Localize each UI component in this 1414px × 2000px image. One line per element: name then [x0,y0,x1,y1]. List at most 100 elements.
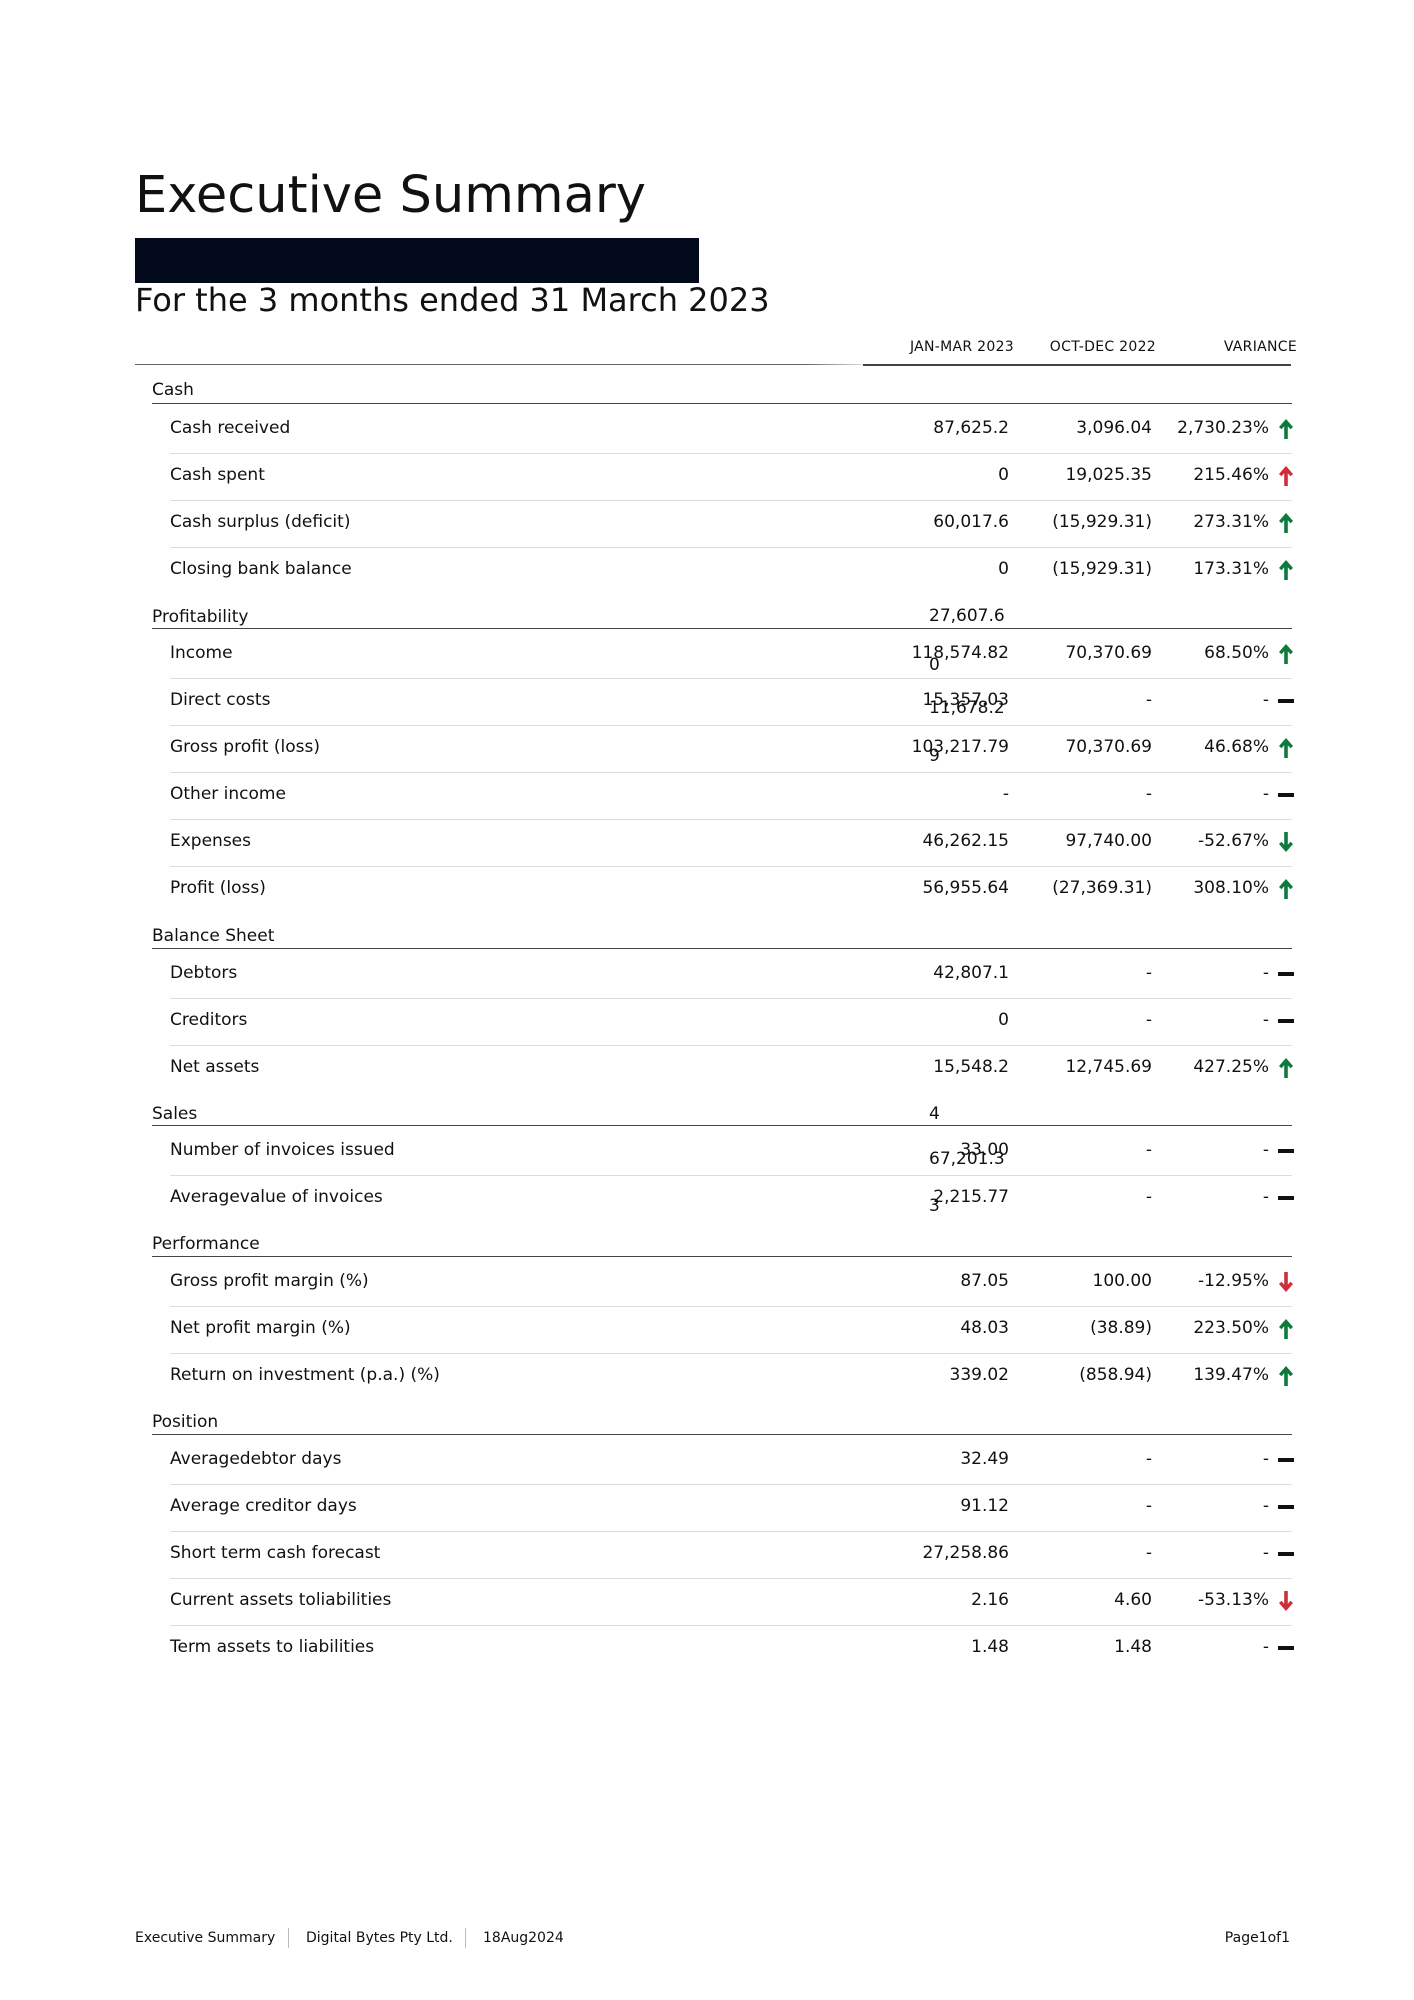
footer-divider [465,1928,466,1948]
value-variance: 427.25% [1193,1057,1269,1077]
value-previous: 4.60 [1114,1590,1152,1610]
value-current: 48.03 [960,1318,1009,1338]
row-label: Creditors [170,1010,248,1030]
value-variance: 173.31% [1193,559,1269,579]
row-divider [170,1484,1292,1485]
row-label: Other income [170,784,286,804]
footer-company: Digital Bytes Pty Ltd. [306,1930,453,1946]
row-label: Short term cash forecast [170,1543,381,1563]
value-current: 60,017.6 [933,512,1009,532]
row-label: Direct costs [170,690,271,710]
value-current: 2,215.77 [933,1187,1009,1207]
value-variance: 273.31% [1193,512,1269,532]
no-change-icon [1278,784,1294,806]
value-current: 0 [998,559,1009,579]
no-change-icon [1278,1187,1294,1209]
arrow-down-icon [1278,1271,1294,1293]
row-divider [170,772,1292,773]
row-label: Current assets toliabilities [170,1590,392,1610]
footer-date: 18Aug2024 [483,1930,564,1946]
value-current: 1.48 [971,1637,1009,1657]
footer-page-number: Page1of1 [1224,1930,1290,1946]
value-variance: 215.46% [1193,465,1269,485]
arrow-up-icon [1278,1318,1294,1340]
value-current: 46,262.15 [922,831,1009,851]
row-label: Return on investment (p.a.) (%) [170,1365,440,1385]
row-divider [170,500,1292,501]
section-title-balance: Balance Sheet [152,926,275,946]
row-divider [170,998,1292,999]
arrow-up-icon [1278,643,1294,665]
no-change-icon [1278,1140,1294,1162]
value-previous: (38.89) [1090,1318,1152,1338]
row-divider [170,1045,1292,1046]
no-change-icon [1278,963,1294,985]
value-previous: - [1145,1543,1152,1563]
value-variance: - [1262,1010,1269,1030]
value-variance: - [1262,1496,1269,1516]
value-previous: 97,740.00 [1065,831,1152,851]
value-current: - [1002,784,1009,804]
row-label: Cash spent [170,465,265,485]
arrow-up-icon [1278,559,1294,581]
value-current: 42,807.1 [933,963,1009,983]
value-variance: 2,730.23% [1177,418,1269,438]
value-current: 87,625.2 [933,418,1009,438]
value-current: 27,258.86 [922,1543,1009,1563]
row-label: Averagevalue of invoices [170,1187,383,1207]
value-current: 103,217.79 [911,737,1009,757]
overlay-value: 11,678.2 [929,698,1005,718]
company-name: Digital Bytes Pty Ltd. [139,243,433,276]
value-current: 91.12 [960,1496,1009,1516]
value-variance: 139.47% [1193,1365,1269,1385]
footer-report-name: Executive Summary [135,1930,276,1946]
value-variance: -53.13% [1198,1590,1269,1610]
row-label: Number of invoices issued [170,1140,395,1160]
row-label: Profit (loss) [170,878,266,898]
overlay-value: 27,607.6 [929,606,1005,626]
value-previous: (15,929.31) [1052,559,1152,579]
row-divider [170,1353,1292,1354]
value-current: 33.00 [960,1140,1009,1160]
section-divider [152,1125,1292,1126]
row-divider [170,819,1292,820]
value-previous: 100.00 [1092,1271,1152,1291]
value-previous: - [1145,1449,1152,1469]
overlay-value: 67,201.3 [929,1149,1005,1169]
value-current: 15,548.2 [933,1057,1009,1077]
value-variance: - [1262,1187,1269,1207]
row-divider [170,678,1292,679]
value-current: 2.16 [971,1590,1009,1610]
row-label: Net assets [170,1057,260,1077]
section-title-profitability: Profitability [152,607,249,627]
no-change-icon [1278,1449,1294,1471]
header-divider-columns [863,364,1291,366]
row-label: Debtors [170,963,238,983]
column-header-previous: OCT-DEC 2022 [1049,339,1156,355]
arrow-up-icon [1278,1057,1294,1079]
section-divider [152,948,1292,949]
row-divider [170,866,1292,867]
row-divider [170,547,1292,548]
row-divider [170,1578,1292,1579]
row-label: Term assets to liabilities [170,1637,375,1657]
arrow-down-icon [1278,831,1294,853]
value-previous: - [1145,1140,1152,1160]
no-change-icon [1278,1637,1294,1659]
value-previous: - [1145,784,1152,804]
row-divider [170,453,1292,454]
value-previous: - [1145,963,1152,983]
arrow-up-icon [1278,512,1294,534]
value-previous: - [1145,690,1152,710]
row-divider [170,1306,1292,1307]
row-label: Income [170,643,233,663]
value-current: 339.02 [949,1365,1009,1385]
no-change-icon [1278,1496,1294,1518]
value-previous: (858.94) [1079,1365,1152,1385]
no-change-icon [1278,1543,1294,1565]
value-current: 56,955.64 [922,878,1009,898]
row-label: Gross profit margin (%) [170,1271,369,1291]
value-previous: 3,096.04 [1076,418,1152,438]
page-title: Executive Summary [135,166,646,225]
column-header-current: JAN-MAR 2023 [909,339,1014,355]
